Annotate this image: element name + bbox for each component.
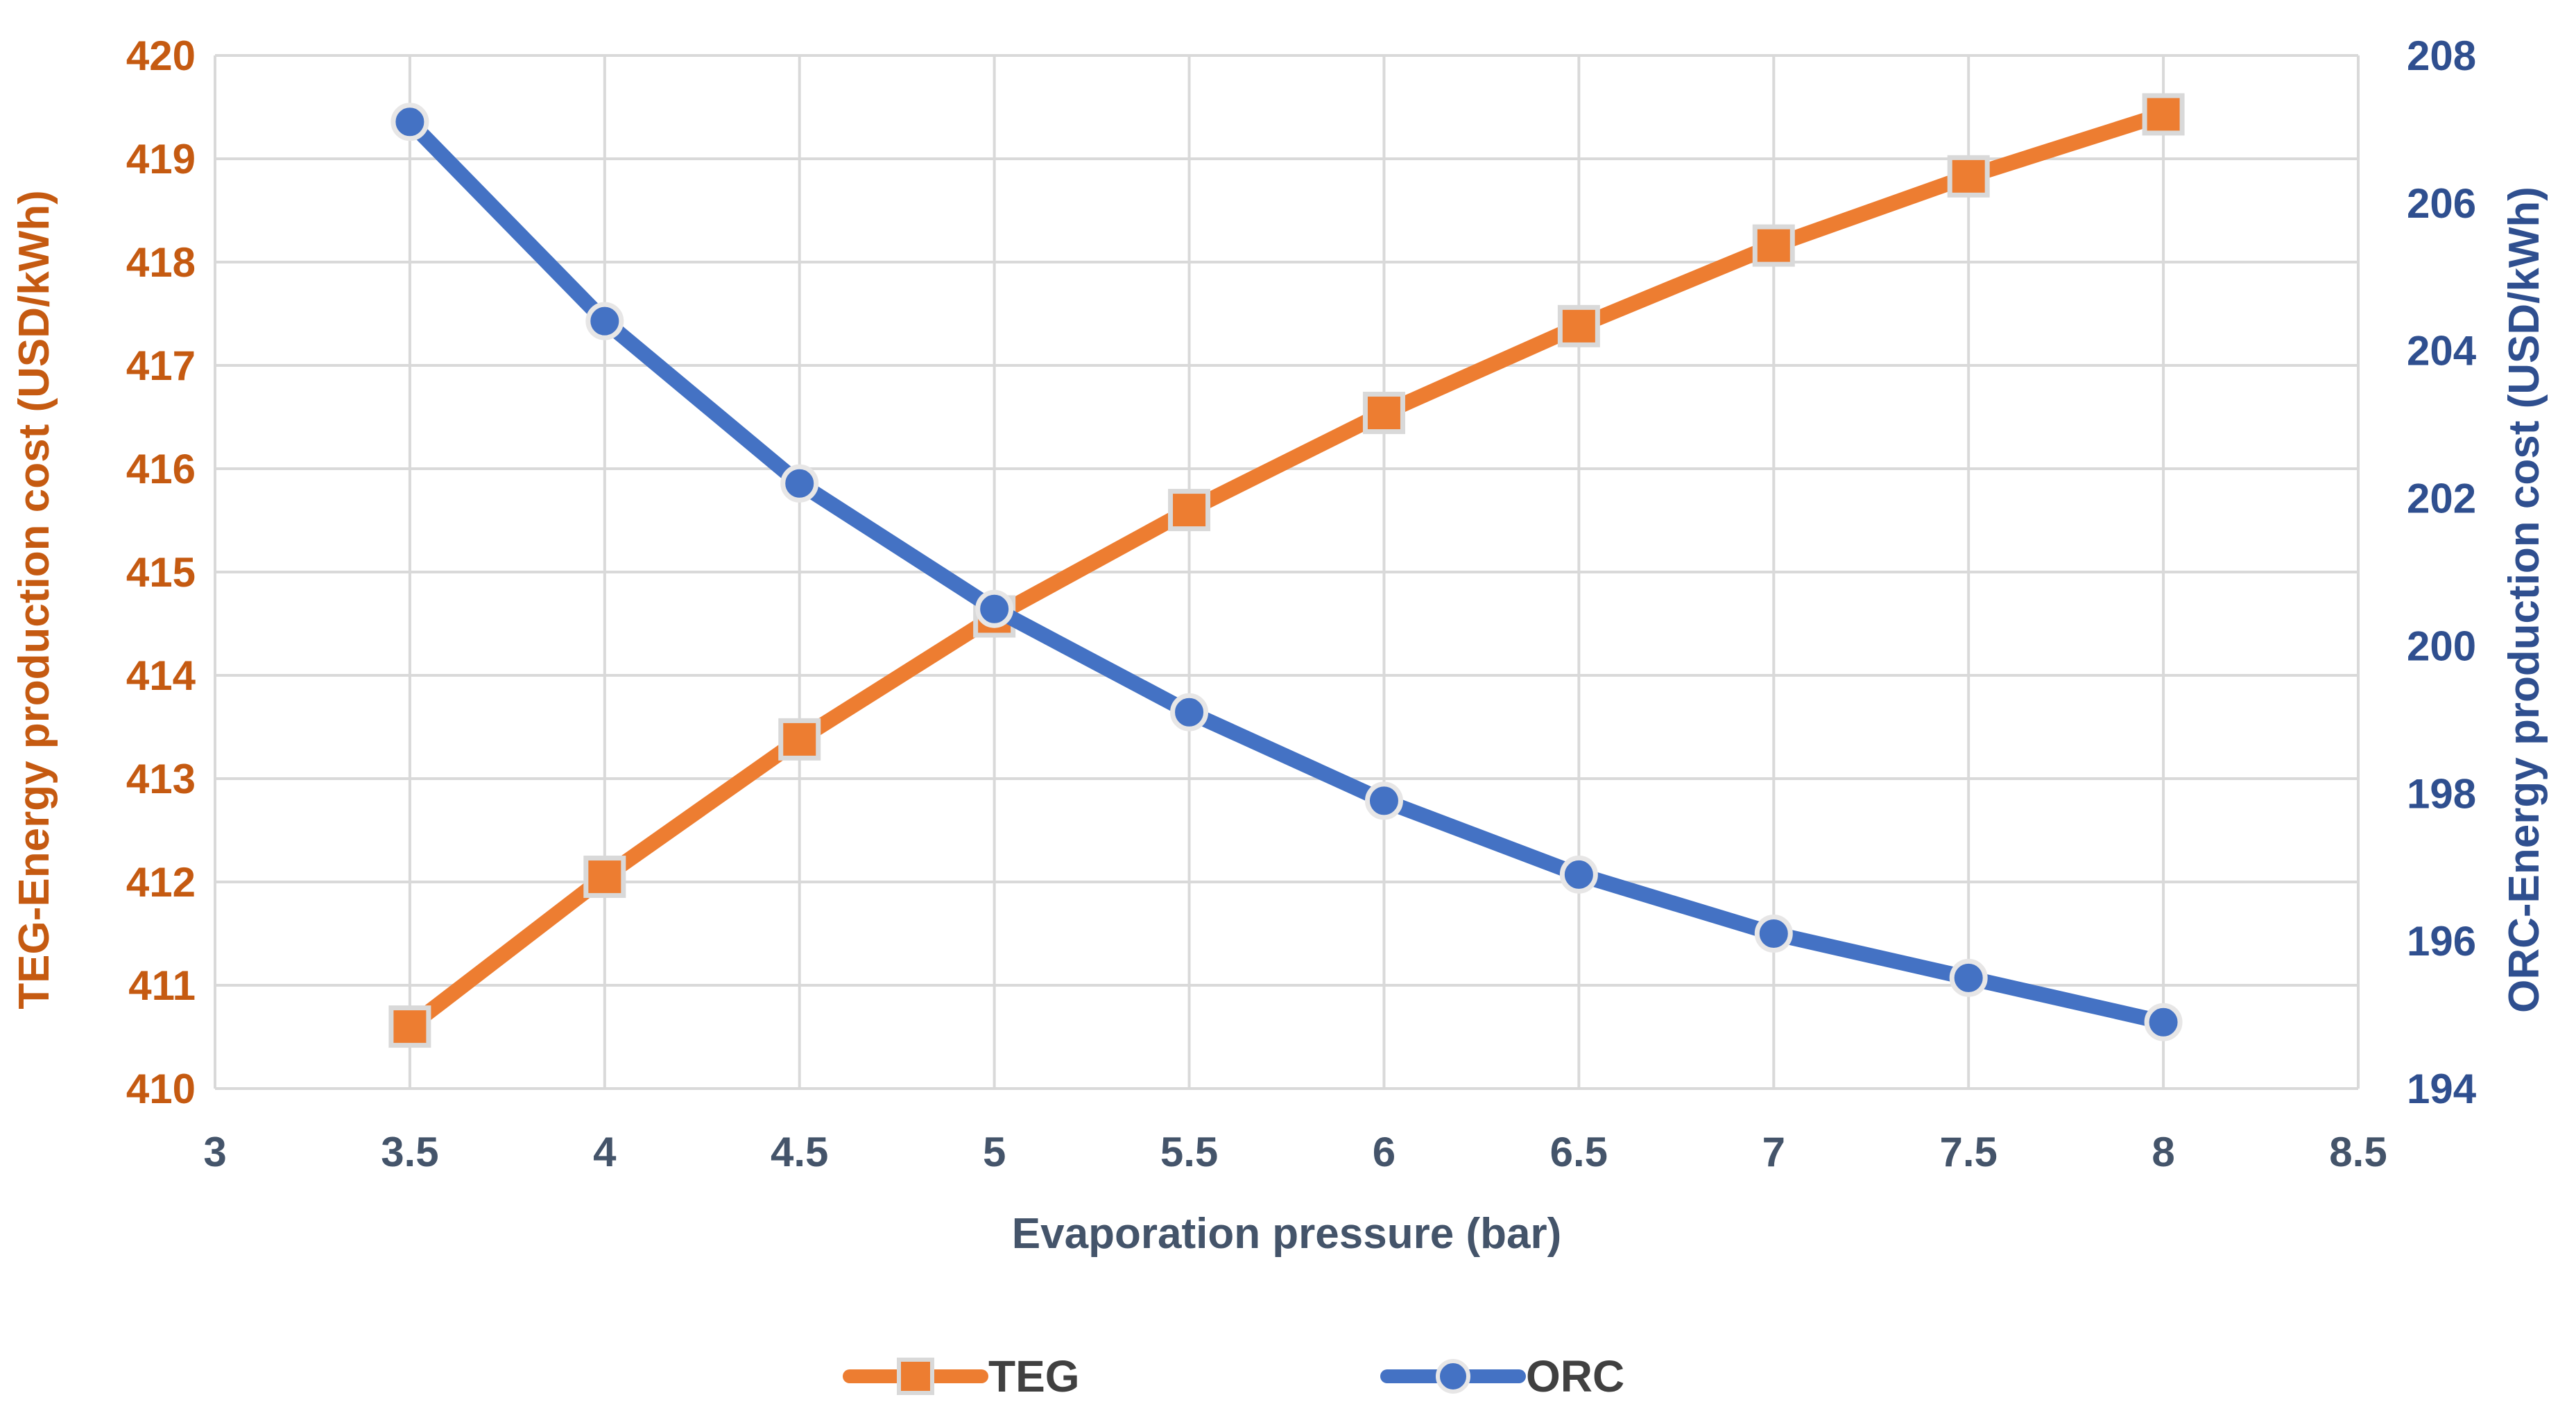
x-tick-label: 5.5 [1160, 1129, 1218, 1175]
x-axis-title: Evaporation pressure (bar) [1012, 1210, 1561, 1258]
teg-point [2142, 93, 2185, 136]
y-right-tick-label: 204 [2407, 328, 2477, 374]
orc-point [390, 103, 429, 141]
orc-point [780, 464, 819, 503]
y-right-tick-label: 202 [2407, 476, 2476, 522]
orc-point [1949, 958, 1988, 997]
teg-point [778, 718, 821, 761]
y-left-tick-label: 411 [128, 962, 196, 1009]
y-right-tick-label: 200 [2407, 623, 2476, 669]
legend-orc-label: ORC [1526, 1351, 1624, 1401]
y-left-tick-label: 417 [126, 343, 196, 389]
orc-point [1170, 693, 1209, 731]
x-tick-label: 6.5 [1550, 1129, 1608, 1175]
y-left-tick-label: 414 [126, 652, 196, 699]
teg-point [583, 856, 626, 899]
y-right-tick-label: 194 [2407, 1066, 2477, 1112]
teg-series-line [402, 106, 2172, 1034]
y-right-axis-title: ORC-Energy production cost (USD/kWh) [2500, 187, 2548, 1013]
y-left-tick-label: 419 [126, 136, 196, 182]
y-left-tick-label: 413 [126, 756, 196, 802]
teg-point [1557, 304, 1600, 347]
y-right-tick-label: 208 [2407, 33, 2476, 79]
x-tick-label: 7.5 [1939, 1129, 1997, 1175]
y-left-tick-label: 410 [126, 1066, 196, 1112]
y-left-tick-label: 420 [126, 33, 196, 79]
legend-layer: TEG ORC [843, 1351, 1624, 1401]
series-layer [388, 93, 2185, 1048]
x-tick-label: 5 [983, 1129, 1006, 1175]
grid-layer [214, 54, 2360, 1090]
x-tick-label: 4 [593, 1129, 617, 1175]
y-left-axis-title: TEG-Energy production cost (USD/kWh) [10, 190, 58, 1009]
teg-point [1168, 489, 1211, 532]
legend-teg-marker [897, 1358, 934, 1395]
orc-point [585, 302, 624, 340]
orc-point [1559, 855, 1598, 894]
y-right-tick-label: 206 [2407, 180, 2476, 227]
teg-point [388, 1005, 431, 1048]
teg-point [1752, 224, 1795, 267]
y-left-tick-label: 415 [126, 549, 196, 596]
y-left-tick-label: 418 [126, 239, 196, 286]
teg-point [1362, 392, 1405, 435]
y-left-tick-label: 412 [126, 859, 196, 906]
y-right-tick-label: 198 [2407, 770, 2476, 817]
x-tick-label: 3.5 [381, 1129, 438, 1175]
orc-point [1754, 915, 1793, 953]
x-tick-label: 8.5 [2329, 1129, 2387, 1175]
x-tick-label: 3 [203, 1129, 226, 1175]
orc-point [1364, 781, 1403, 820]
legend-teg-label: TEG [988, 1351, 1080, 1401]
axis-layer: 3 3.5 4 4.5 5 5.5 6 6.5 7 7.5 8 8.5 410 411 412 413 414 4… [10, 33, 2548, 1258]
x-tick-label: 8 [2152, 1129, 2174, 1175]
y-right-tick-label: 196 [2407, 918, 2476, 964]
orc-point [2144, 1003, 2183, 1041]
x-tick-label: 4.5 [771, 1129, 828, 1175]
x-tick-label: 6 [1373, 1129, 1396, 1175]
y-left-tick-label: 416 [126, 446, 196, 492]
teg-point [1947, 155, 1990, 198]
x-tick-label: 7 [1762, 1129, 1785, 1175]
legend-orc-marker [1436, 1359, 1470, 1394]
orc-point [975, 589, 1014, 628]
orc-series-line [402, 114, 2172, 1030]
